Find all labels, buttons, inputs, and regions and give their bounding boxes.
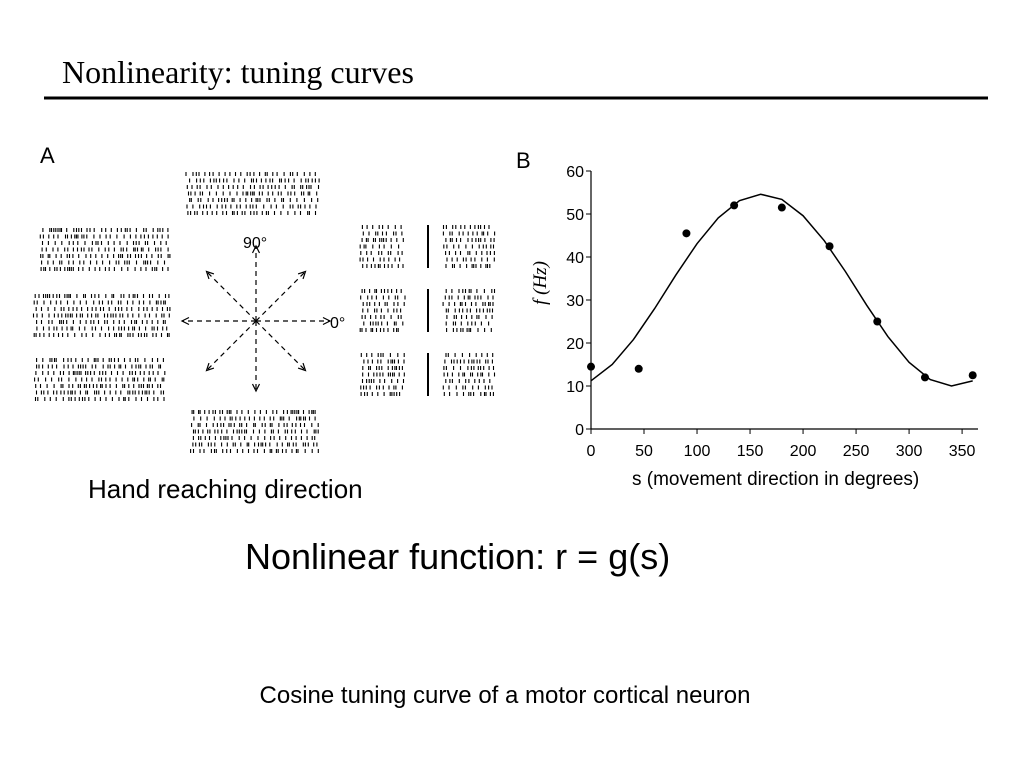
raster	[360, 353, 405, 396]
y-tick-label: 10	[566, 379, 584, 396]
panel-caption: Hand reaching direction	[88, 474, 363, 504]
y-tick-label: 60	[566, 164, 584, 181]
direction-arrow	[255, 320, 306, 371]
direction-arrow	[255, 271, 306, 322]
data-point	[968, 371, 977, 380]
data-point	[634, 364, 643, 373]
arrow-head	[205, 270, 215, 280]
arrow-head	[297, 362, 307, 372]
fit-curve	[590, 193, 973, 387]
formula: Nonlinear function: r = g(s)	[245, 536, 670, 577]
raster-panel	[32, 172, 496, 453]
raster	[190, 410, 319, 453]
raster	[442, 289, 496, 332]
arrow-head	[205, 362, 215, 372]
x-tick-label: 50	[635, 443, 653, 460]
raster	[442, 225, 496, 268]
raster	[359, 225, 404, 268]
raster	[442, 353, 496, 396]
direction-arrows	[180, 244, 332, 393]
y-tick-label: 30	[566, 293, 584, 310]
arrow-head	[251, 383, 261, 393]
panel-label: B	[516, 148, 531, 173]
slide-caption: Cosine tuning curve of a motor cortical …	[260, 682, 751, 709]
y-axis-label: f (Hz)	[530, 261, 551, 305]
x-tick-label: 150	[737, 443, 764, 460]
raster	[32, 294, 171, 337]
raster	[185, 172, 320, 215]
x-tick-label: 250	[843, 443, 870, 460]
angle-label: 0°	[330, 315, 345, 332]
direction-arrow	[206, 320, 257, 371]
x-axis-label: s (movement direction in degrees)	[632, 469, 919, 490]
data-point	[587, 362, 595, 371]
arrow-head	[322, 316, 332, 326]
arrow-head	[251, 244, 261, 254]
y-tick-label: 40	[566, 250, 584, 267]
direction-arrow	[206, 271, 257, 322]
y-tick-label: 0	[575, 422, 584, 439]
angle-label: 90°	[243, 235, 267, 252]
data-point	[920, 373, 929, 382]
x-tick-label: 300	[896, 443, 923, 460]
raster	[359, 289, 406, 332]
x-tick-label: 200	[790, 443, 817, 460]
raster	[34, 358, 166, 401]
x-tick-label: 350	[949, 443, 976, 460]
y-tick-label: 20	[566, 336, 584, 353]
x-tick-label: 0	[587, 443, 596, 460]
slide-title: Nonlinearity: tuning curves	[62, 54, 414, 90]
arrow-head	[180, 316, 190, 326]
data-point	[777, 203, 786, 212]
arrow-head	[297, 270, 307, 280]
x-tick-label: 100	[684, 443, 711, 460]
data-point	[682, 229, 691, 238]
tuning-chart: 0 10 20 30 40 50 60 0 50 100 150 200 250 300 350	[566, 164, 978, 460]
panel-label: A	[40, 143, 55, 168]
raster	[39, 228, 171, 271]
y-tick-label: 50	[566, 207, 584, 224]
